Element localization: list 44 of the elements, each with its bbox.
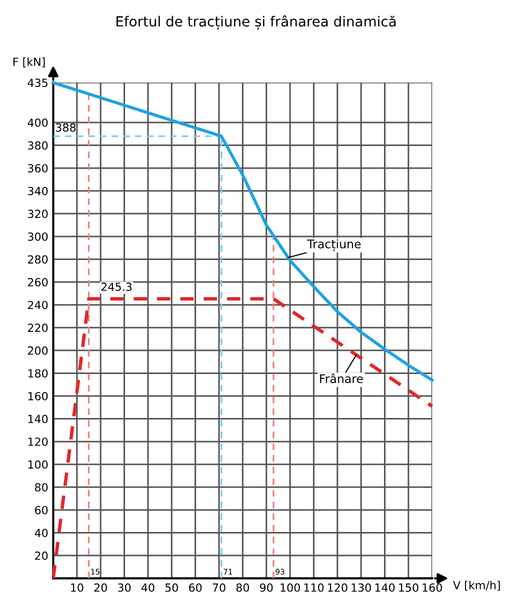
chart-title: Efortul de tracțiune și frânarea dinamică: [116, 15, 396, 30]
x-tick-label: 90: [260, 583, 273, 592]
x-tick-label: 120: [328, 583, 348, 592]
series-label: Tracțiune: [307, 239, 361, 252]
x-tick-label: 110: [304, 583, 324, 592]
y-axis-title: F [kN]: [13, 57, 45, 68]
y-tick-label: 200: [28, 346, 48, 355]
y-tick-label: 140: [28, 414, 48, 424]
y-tick-label: 400: [28, 118, 48, 127]
y-tick-label: 100: [28, 460, 48, 469]
x-tick-label: 160: [422, 583, 442, 592]
x-tick-label: 140: [375, 583, 395, 592]
x-tick-label: 80: [236, 583, 250, 592]
y-tick-label: 60: [35, 506, 48, 514]
x-tick-label: 70: [212, 583, 226, 592]
y-tick-label: 360: [28, 164, 48, 172]
x-tick-label: 100: [280, 583, 300, 592]
y-tick-label: 80: [35, 483, 48, 492]
y-tick-label: 280: [28, 255, 48, 264]
y-tick-label: 220: [28, 324, 48, 332]
y-tick-label: 380: [28, 141, 48, 150]
y-tick-label: 320: [28, 210, 48, 218]
y-tick-label: 120: [28, 438, 48, 446]
y-tick-label: 20: [35, 552, 48, 560]
y-tick-label: 40: [34, 528, 48, 538]
x-tick-label: 130: [352, 583, 371, 592]
x-tick-label: 10: [71, 583, 84, 592]
x-axis-title: V [km/h]: [453, 580, 500, 591]
x-tick-label: 30: [118, 583, 131, 592]
ref-line-label: 388: [56, 123, 76, 132]
series-label: Frânare: [320, 374, 363, 384]
x-tick-label: 20: [94, 583, 107, 592]
x-tick-label: 50: [165, 583, 178, 592]
y-tick-label: 180: [28, 369, 48, 378]
y-tick-label: 300: [28, 232, 48, 241]
annotation: 245.3: [101, 282, 132, 291]
y-tick-label: 240: [28, 300, 48, 310]
x-tick-label: 40: [141, 583, 154, 592]
y-tick-label: 160: [28, 392, 48, 400]
y-tick-label: 435: [28, 78, 48, 87]
y-tick-label: 260: [28, 278, 48, 286]
y-tick-label: 340: [28, 186, 48, 196]
x-tick-label: 60: [189, 583, 202, 592]
x-tick-label: 150: [399, 583, 418, 592]
